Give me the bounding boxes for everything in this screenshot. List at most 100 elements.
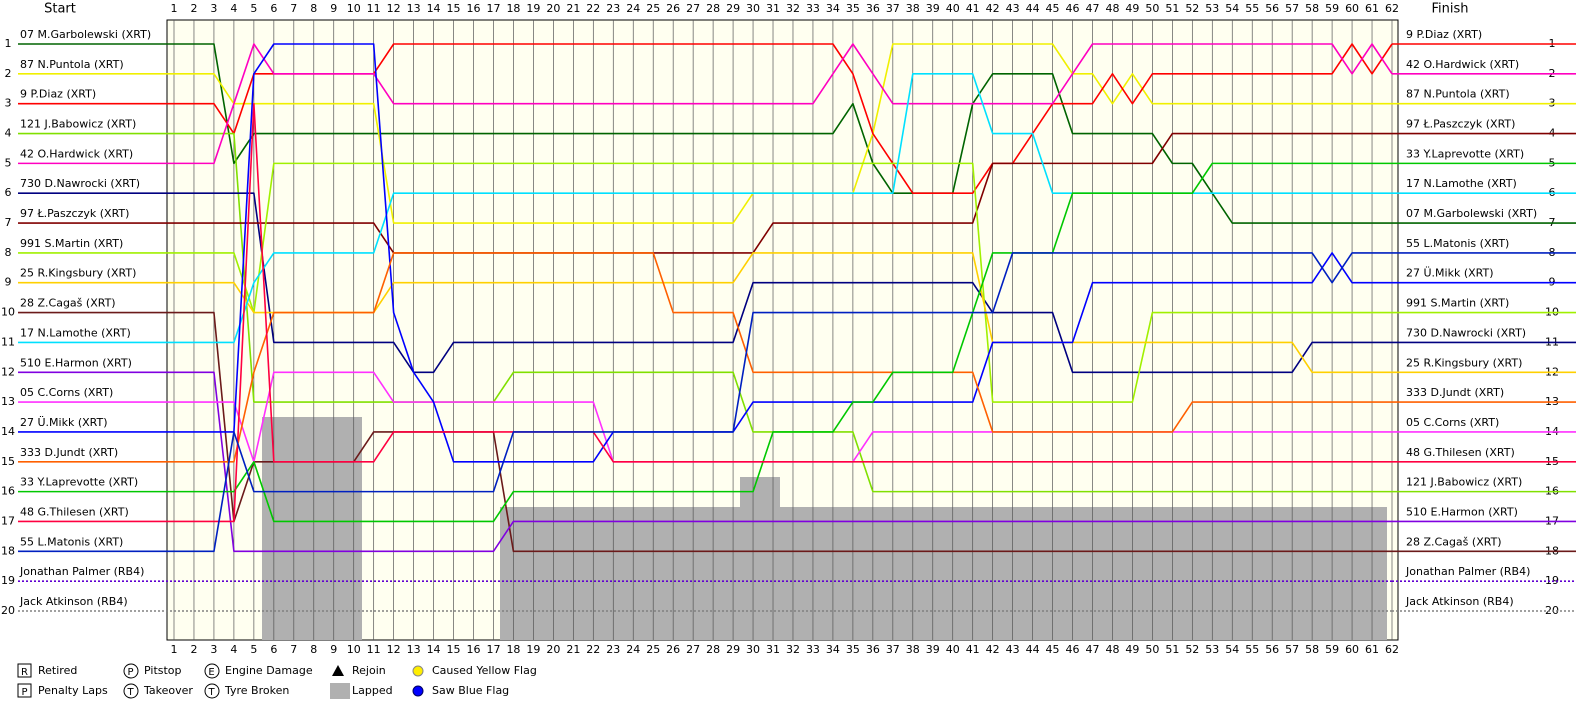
legend-label: Penalty Laps xyxy=(38,684,108,697)
x-tick-label: 47 xyxy=(1085,643,1099,656)
y-tick-label: 16 xyxy=(1,485,15,498)
x-tick-label: 30 xyxy=(746,643,760,656)
x-tick-label: 12 xyxy=(387,2,401,15)
y-tick-label: 9 xyxy=(5,276,12,289)
legend-label: Retired xyxy=(38,664,77,677)
x-tick-label: 32 xyxy=(786,2,800,15)
x-tick-label: 14 xyxy=(427,643,441,656)
legend-item: T Tyre Broken xyxy=(204,683,289,699)
x-tick-label: 17 xyxy=(486,643,500,656)
start-label: 05 C.Corns (XRT) xyxy=(20,386,113,399)
legend-symbol xyxy=(17,663,32,678)
x-tick-label: 7 xyxy=(290,2,297,15)
x-tick-label: 11 xyxy=(367,2,381,15)
legend-symbol xyxy=(204,663,220,679)
x-tick-label: 43 xyxy=(1006,643,1020,656)
start-label: 25 R.Kingsbury (XRT) xyxy=(20,267,136,280)
x-tick-label: 55 xyxy=(1245,2,1259,15)
x-tick-label: 35 xyxy=(846,643,860,656)
legend-symbol-letter: T xyxy=(207,687,215,698)
legend-item: Saw Blue Flag xyxy=(412,684,509,697)
x-tick-label: 59 xyxy=(1325,2,1339,15)
x-tick-label: 50 xyxy=(1145,643,1159,656)
x-tick-label: 42 xyxy=(986,2,1000,15)
lapped-areas xyxy=(262,417,1387,640)
start-label: 121 J.Babowicz (XRT) xyxy=(20,118,136,131)
x-tick-label: 56 xyxy=(1265,643,1279,656)
x-tick-label: 17 xyxy=(486,2,500,15)
x-tick-label: 45 xyxy=(1046,2,1060,15)
x-tick-label: 16 xyxy=(467,643,481,656)
x-tick-label: 10 xyxy=(347,643,361,656)
x-tick-label: 36 xyxy=(866,2,880,15)
y-tick-label: 11 xyxy=(1,335,15,348)
x-tick-label: 53 xyxy=(1205,643,1219,656)
start-label: 27 Ü.Mikk (XRT) xyxy=(20,416,108,429)
y-tick-label: 15 xyxy=(1,455,15,468)
finish-label: 17 N.Lamothe (XRT) xyxy=(1406,177,1517,190)
y-tick-label: 17 xyxy=(1,514,15,527)
x-tick-label: 6 xyxy=(270,2,277,15)
x-tick-label: 28 xyxy=(706,643,720,656)
x-tick-label: 3 xyxy=(210,643,217,656)
x-tick-label: 39 xyxy=(926,643,940,656)
y-tick-label: 19 xyxy=(1,574,15,587)
lapped-area xyxy=(500,507,1387,640)
x-tick-label: 21 xyxy=(566,2,580,15)
finish-label: 28 Z.Cagaš (XRT) xyxy=(1406,535,1502,548)
position-line xyxy=(174,162,1392,403)
y-tick-label: 1 xyxy=(5,37,12,50)
x-tick-label: 5 xyxy=(250,643,257,656)
x-tick-label: 60 xyxy=(1345,643,1359,656)
x-tick-label: 33 xyxy=(806,2,820,15)
x-tick-label: 55 xyxy=(1245,643,1259,656)
legend-symbol xyxy=(412,665,424,677)
x-tick-label: 29 xyxy=(726,2,740,15)
x-tick-label: 40 xyxy=(946,2,960,15)
legend-symbol-letter: P xyxy=(127,667,133,678)
legend-symbol-letter: P xyxy=(21,687,27,698)
legend-label: Caused Yellow Flag xyxy=(432,664,537,677)
x-tick-label: 24 xyxy=(626,2,640,15)
finish-label: 510 E.Harmon (XRT) xyxy=(1406,505,1518,518)
legend-item: T Takeover xyxy=(123,683,193,699)
finish-label: 48 G.Thilesen (XRT) xyxy=(1406,446,1515,459)
x-tick-label: 34 xyxy=(826,2,840,15)
finish-label: 730 D.Nawrocki (XRT) xyxy=(1406,326,1526,339)
x-tick-label: 57 xyxy=(1285,2,1299,15)
start-label: 48 G.Thilesen (XRT) xyxy=(20,505,129,518)
x-tick-label: 39 xyxy=(926,2,940,15)
legend-item: Caused Yellow Flag xyxy=(412,664,537,677)
x-tick-label: 1 xyxy=(171,2,178,15)
y-tick-label: 7 xyxy=(5,216,12,229)
finish-label: 991 S.Martin (XRT) xyxy=(1406,297,1509,310)
x-tick-label: 5 xyxy=(250,2,257,15)
start-label: 97 Ł.Paszczyk (XRT) xyxy=(20,207,129,220)
finish-label: 333 D.Jundt (XRT) xyxy=(1406,386,1504,399)
x-tick-label: 31 xyxy=(766,643,780,656)
position-line xyxy=(174,252,1392,374)
x-tick-label: 14 xyxy=(427,2,441,15)
position-line xyxy=(174,132,1392,254)
x-tick-label: 57 xyxy=(1285,643,1299,656)
legend-label: Takeover xyxy=(143,684,193,697)
x-tick-label: 26 xyxy=(666,2,680,15)
position-line xyxy=(174,192,1392,374)
x-tick-label: 19 xyxy=(526,2,540,15)
legend-item: R Retired xyxy=(17,663,77,678)
y-tick-label: 18 xyxy=(1,544,15,557)
x-tick-label: 53 xyxy=(1205,2,1219,15)
legend-symbol xyxy=(332,665,344,676)
x-tick-label: 31 xyxy=(766,2,780,15)
x-tick-label: 11 xyxy=(367,643,381,656)
x-tick-label: 18 xyxy=(506,643,520,656)
x-tick-label: 49 xyxy=(1125,2,1139,15)
x-tick-label: 46 xyxy=(1066,643,1080,656)
x-tick-label: 16 xyxy=(467,2,481,15)
position-line xyxy=(174,371,1392,553)
y-tick-label: 13 xyxy=(1,395,15,408)
x-tick-label: 54 xyxy=(1225,643,1239,656)
x-tick-label: 8 xyxy=(310,643,317,656)
position-line xyxy=(174,162,1392,523)
